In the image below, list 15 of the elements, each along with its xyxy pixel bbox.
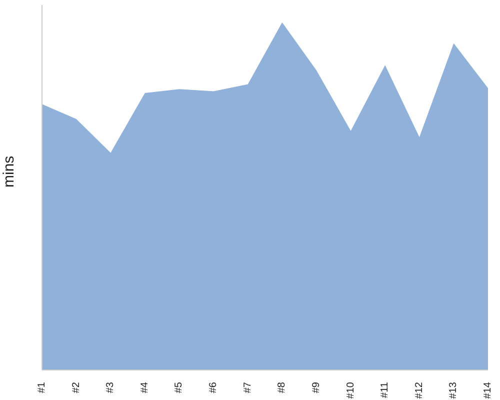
x-tick-label: #11 xyxy=(380,382,391,398)
x-tick-label: #3 xyxy=(105,382,116,394)
y-axis-title: mins xyxy=(0,156,18,188)
x-tick-label: #6 xyxy=(208,382,220,394)
x-tick-label: #10 xyxy=(345,382,356,399)
x-tick-label: #7 xyxy=(242,382,254,394)
x-tick-label: #13 xyxy=(448,382,460,399)
x-tick-label: #5 xyxy=(174,382,185,394)
x-tick-label: #14 xyxy=(482,382,494,399)
x-tick-label: #4 xyxy=(139,382,150,394)
x-tick-label: #1 xyxy=(36,382,48,394)
x-tick-label: #2 xyxy=(70,382,82,394)
x-tick-label: #8 xyxy=(276,382,288,394)
x-tick-label: #12 xyxy=(414,382,425,399)
x-tick-label: #9 xyxy=(310,382,322,394)
